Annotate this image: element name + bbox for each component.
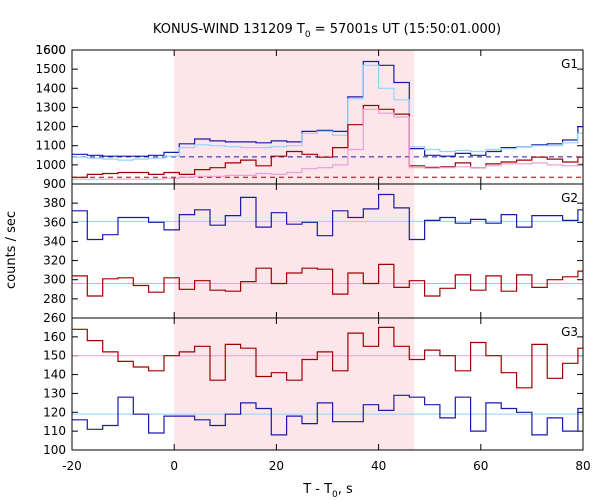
y-tick-label: 140: [43, 368, 66, 382]
y-tick-label: 100: [43, 443, 66, 457]
chart-title: KONUS-WIND 131209 T0 = 57001s UT (15:50:…: [153, 22, 501, 40]
x-tick-label: -20: [62, 459, 82, 473]
series-histogram: [72, 104, 583, 178]
panel-label: G1: [561, 57, 578, 71]
panel-g3: 100 110 120 130 140 150 160 G3: [43, 325, 583, 457]
x-axis-label-subscript: 0: [332, 490, 338, 500]
y-tick-label: 130: [43, 386, 66, 400]
series-histogram: [72, 326, 583, 389]
y-tick-label: 320: [43, 254, 66, 268]
panel-g2: 260 280 300 320 340 360 380 G2: [43, 191, 583, 325]
y-tick-label: 1500: [35, 62, 66, 76]
panel-label: G3: [561, 325, 578, 339]
highlight-rect: [174, 50, 415, 450]
highlight-band: [174, 50, 415, 450]
chart-title-subscript: 0: [305, 30, 311, 40]
y-axis-label: counts / sec: [4, 211, 19, 289]
series-histogram: [72, 108, 583, 180]
y-tick-label: 340: [43, 234, 66, 248]
y-tick-label: 280: [43, 292, 66, 306]
y-tick-label: 150: [43, 349, 66, 363]
y-tick-label: 1200: [35, 120, 66, 134]
y-tick-label: 1400: [35, 81, 66, 95]
y-tick-label: 1100: [35, 139, 66, 153]
y-tick-label: 110: [43, 424, 66, 438]
x-tick-label: 20: [269, 459, 284, 473]
y-tick-label: 160: [43, 330, 66, 344]
x-tick-label: 60: [473, 459, 488, 473]
y-tick-label: 380: [43, 196, 66, 210]
y-tick-label: 260: [43, 311, 66, 325]
y-tick-label: 1300: [35, 100, 66, 114]
series-histogram: [72, 64, 583, 161]
series-histogram: [72, 394, 583, 436]
plot-border: [71, 49, 584, 451]
x-tick-label: 80: [575, 459, 590, 473]
x-tick-label: 40: [371, 459, 386, 473]
y-tick-label: 360: [43, 215, 66, 229]
y-tick-label: 1000: [35, 158, 66, 172]
y-tick-label: 1600: [35, 43, 66, 57]
y-tick-label: 900: [43, 177, 66, 191]
plot-frame: [71, 49, 584, 451]
panels: 90010001100120013001400150016001600G1260…: [35, 43, 583, 457]
series-histogram: [72, 263, 583, 297]
panel-label: G2: [561, 191, 578, 205]
y-tick-label: 120: [43, 405, 66, 419]
x-tick-label: 0: [170, 459, 178, 473]
x-axis: -20 0 20 40 60 80: [62, 50, 591, 473]
y-tick-label: 300: [43, 273, 66, 287]
y-tick-label: 1600: [35, 43, 66, 57]
x-axis-label: T - T0, s: [302, 482, 353, 500]
series-histogram: [72, 193, 583, 241]
